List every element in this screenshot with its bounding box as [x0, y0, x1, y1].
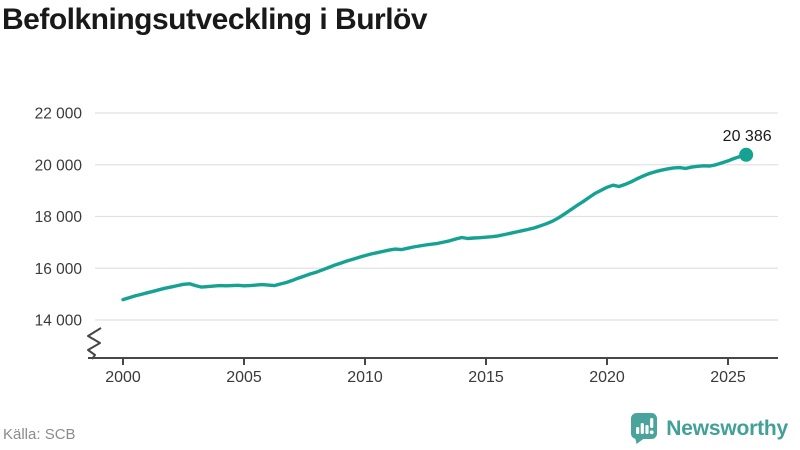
y-axis-break-icon	[87, 327, 102, 360]
source-label: Källa: SCB	[3, 426, 76, 443]
x-tick-label: 2000	[105, 369, 141, 386]
y-tick-label: 18 000	[35, 209, 83, 226]
x-tick-label: 2025	[710, 369, 746, 386]
x-tick-label: 2020	[589, 369, 625, 386]
y-tick-label: 16 000	[35, 261, 83, 278]
newsworthy-bar-chart-icon	[631, 413, 658, 444]
page-title: Befolkningsutveckling i Burlöv	[2, 3, 428, 36]
last-value-label: 20 386	[723, 128, 772, 145]
y-tick-label: 22 000	[35, 106, 83, 123]
x-tick-label: 2005	[226, 369, 262, 386]
newsworthy-logo: Newsworthy	[630, 413, 788, 444]
x-tick-label: 2015	[468, 369, 504, 386]
x-tick-label: 2010	[347, 369, 383, 386]
last-point-marker	[739, 147, 754, 162]
newsworthy-logo-text: Newsworthy	[666, 416, 788, 440]
y-tick-label: 20 000	[35, 157, 83, 174]
population-series-line	[121, 153, 748, 302]
y-tick-label: 14 000	[35, 313, 83, 330]
